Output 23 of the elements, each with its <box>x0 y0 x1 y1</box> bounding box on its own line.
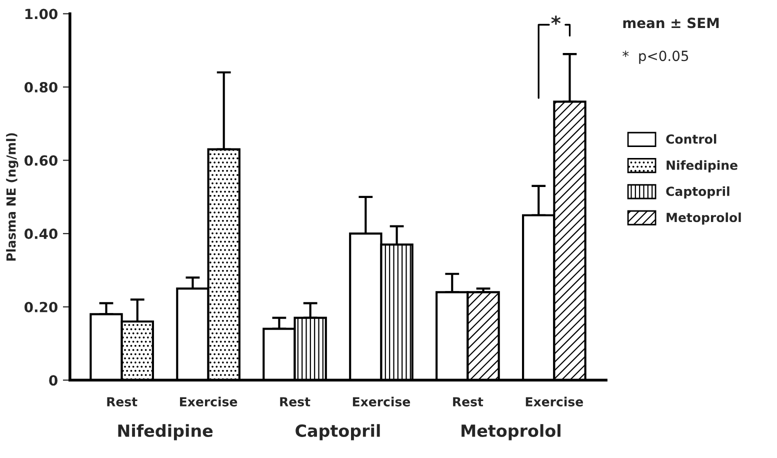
annotation: * <box>551 16 561 25</box>
text: Captopril <box>296 424 380 440</box>
x-tick-label: Rest <box>453 397 484 406</box>
legend-label: Metoprolol <box>666 212 741 225</box>
x-tick-label: Rest <box>107 397 138 406</box>
x-tick-label: Exercise <box>352 396 410 406</box>
legend-label: Captopril <box>666 186 730 198</box>
text: Nifedipine <box>118 424 213 440</box>
text: Metoprolol <box>462 424 560 440</box>
x-tick-label: Exercise <box>526 396 583 406</box>
legend-label: Nifedipine <box>666 160 738 172</box>
x-tick-label: Rest <box>280 397 310 406</box>
text: * p<0.05 <box>622 50 688 64</box>
y-tick-label: 0.60 <box>24 155 58 166</box>
legend-label: Control <box>666 134 716 144</box>
y-tick-label: 1.00 <box>25 8 58 20</box>
text: mean ± SEM <box>623 18 719 28</box>
y-axis-title: Plasma NE (ng/ml) <box>6 133 18 261</box>
y-tick-label: 0.40 <box>24 228 58 240</box>
y-tick-label: 0.20 <box>24 302 58 312</box>
x-tick-label: Exercise <box>180 396 238 406</box>
y-tick-label: 0.80 <box>24 82 58 92</box>
y-tick-label: 0 <box>49 375 58 386</box>
